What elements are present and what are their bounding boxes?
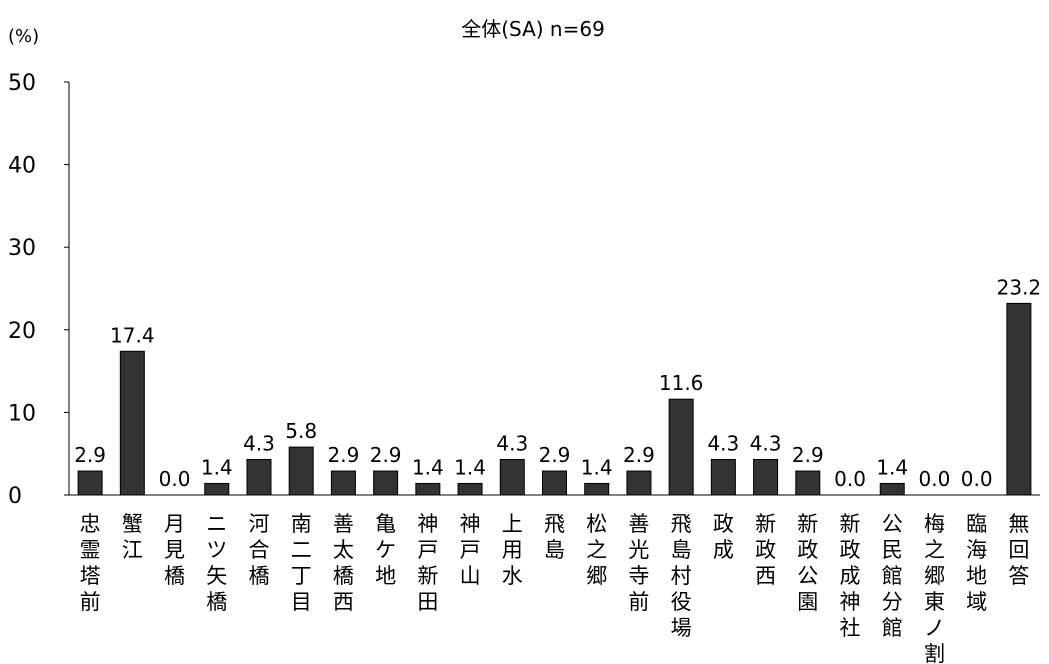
data-label: 2.9 (370, 443, 402, 467)
bar (119, 350, 145, 496)
data-label: 1.4 (201, 455, 233, 479)
data-label: 23.2 (997, 275, 1042, 299)
data-label: 1.4 (581, 455, 613, 479)
data-label: 2.9 (328, 443, 360, 467)
bar (584, 482, 610, 496)
bar (626, 470, 652, 496)
data-label: 5.8 (285, 419, 317, 443)
category-label: 公民館分館 (882, 512, 903, 640)
category-label: ニツ矢橋 (206, 512, 227, 614)
y-tick-label: 40 (8, 154, 36, 179)
y-tick-label: 20 (8, 319, 36, 344)
bar (668, 398, 694, 496)
data-label: 0.0 (159, 467, 191, 491)
category-label: 新政西 (755, 512, 776, 588)
data-label: 0.0 (834, 467, 866, 491)
category-label: 月見橋 (164, 512, 185, 588)
category-label: 河合橋 (248, 512, 269, 588)
data-label: 17.4 (110, 323, 155, 347)
bar (879, 482, 905, 496)
data-label: 11.6 (659, 371, 704, 395)
category-label: 政成 (713, 512, 734, 562)
bars-group (77, 302, 1032, 496)
data-label: 0.0 (961, 467, 993, 491)
category-label: 梅之郷東ノ割 (924, 512, 945, 664)
category-label: 新政成神社 (840, 512, 861, 640)
bar (499, 458, 525, 496)
data-label: 4.3 (496, 431, 528, 455)
chart-title: 全体(SA) n=69 (461, 17, 605, 41)
bar (710, 458, 736, 496)
bar (457, 482, 483, 496)
data-label: 2.9 (623, 443, 655, 467)
category-label: 南二丁目 (291, 512, 312, 614)
category-label: 上用水 (502, 512, 523, 588)
category-label: 忠霊塔前 (80, 512, 101, 614)
bar (542, 470, 567, 496)
bar (753, 458, 779, 496)
data-label: 2.9 (74, 443, 106, 467)
category-label: 無回答 (1008, 512, 1029, 588)
bar (373, 470, 399, 496)
data-label: 1.4 (876, 455, 908, 479)
y-axis-unit-label: (%) (8, 26, 39, 47)
data-label: 1.4 (412, 455, 444, 479)
bar (1006, 302, 1032, 496)
category-label: 飛島村役場 (671, 512, 692, 640)
data-label: 4.3 (707, 431, 739, 455)
bar (415, 482, 441, 496)
data-label: 4.3 (243, 431, 275, 455)
category-label: 善太橋西 (333, 512, 354, 614)
y-axis: 0 10 20 30 40 50 (8, 71, 70, 509)
bar (246, 458, 272, 496)
category-label: 神戸山 (460, 512, 481, 588)
category-label: 蟹江 (122, 512, 143, 562)
y-tick-label: 0 (8, 484, 22, 509)
bar (204, 482, 230, 496)
data-label: 0.0 (919, 467, 951, 491)
data-label: 4.3 (750, 431, 782, 455)
bar (288, 446, 314, 496)
bar (330, 470, 356, 496)
category-label: 松之郷 (586, 512, 607, 588)
category-label: 新政公園 (797, 512, 818, 614)
data-labels-group: 2.9 17.4 0.0 1.4 4.3 5.8 2.9 2.9 1.4 1.4 4.3 2.9 1.4… (74, 275, 1041, 491)
category-label: 神戸新田 (417, 512, 438, 614)
category-label: 飛島 (544, 512, 565, 562)
data-label: 1.4 (454, 455, 486, 479)
data-label: 2.9 (539, 443, 571, 467)
category-label: 臨海地域 (966, 512, 987, 614)
y-tick-label: 10 (8, 401, 36, 426)
category-label: 亀ケ地 (375, 512, 396, 588)
category-label: 善光寺前 (628, 512, 649, 614)
bar (77, 470, 103, 496)
y-tick-label: 30 (8, 236, 36, 261)
y-tick-label: 50 (8, 71, 36, 96)
data-label: 2.9 (792, 443, 824, 467)
bar (795, 470, 821, 496)
